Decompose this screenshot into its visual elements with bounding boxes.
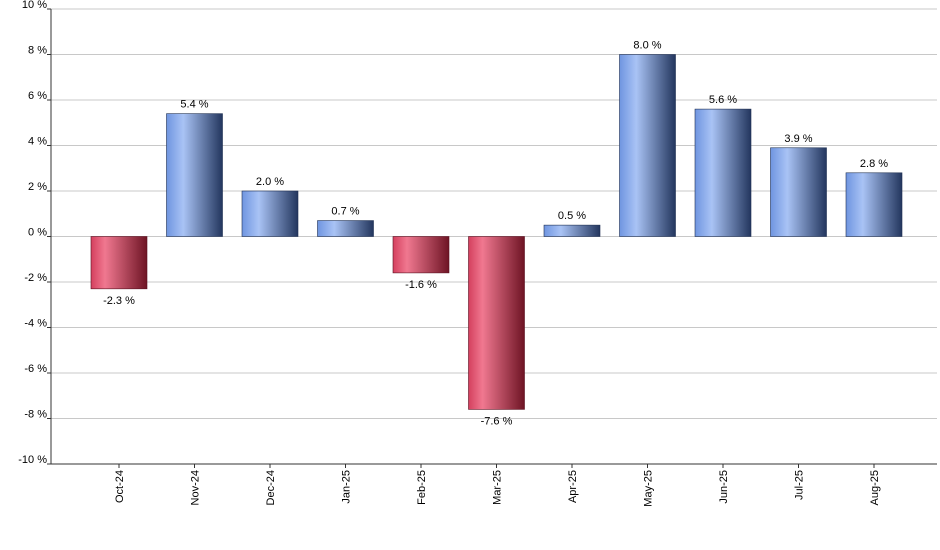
axes [47,8,937,468]
data-label: 0.5 % [558,210,586,222]
y-tick-label: -10 % [18,454,47,466]
y-axis-tick-labels: 10 % 8 % 6 % 4 % 2 % 0 % -2 % -4 % -6 % -8 % -10 % [18,0,47,466]
x-tick-label: Aug-25 [869,470,881,505]
y-tick-label: 4 % [28,136,47,148]
bar-jun-25 [694,108,752,237]
bars [90,54,903,410]
data-label: 2.0 % [256,176,284,188]
y-tick-label: -4 % [24,318,47,330]
data-label: 2.8 % [860,158,888,170]
x-tick-label: Nov-24 [190,470,202,505]
y-tick-label: 10 % [22,0,47,11]
x-tick-label: Oct-24 [114,470,126,503]
data-label: 0.7 % [331,206,359,218]
data-label: -1.6 % [405,279,437,291]
x-tick-label: Jun-25 [718,470,730,504]
data-label: -2.3 % [103,295,135,307]
x-axis-tick-labels: Oct-24 Nov-24 Dec-24 Jan-25 Feb-25 Mar-25 Apr-… [114,470,881,507]
x-tick-label: Jan-25 [341,470,353,504]
x-tick-label: May-25 [643,470,655,507]
y-tick-label: -6 % [24,363,47,375]
data-label: 5.6 % [709,94,737,106]
bar-oct-24 [90,236,148,290]
x-tick-label: Apr-25 [567,470,579,503]
data-label: 8.0 % [633,40,661,52]
y-tick-label: -2 % [24,272,47,284]
bar-aug-25 [845,172,903,237]
y-tick-label: 0 % [28,227,47,239]
data-labels: -2.3 % 5.4 % 2.0 % 0.7 % -1.6 % -7.6 % 0.5 % 8.… [103,40,888,428]
y-tick-label: 8 % [28,45,47,57]
bar-apr-25 [543,224,601,237]
y-tick-label: 6 % [28,90,47,102]
y-tick-label: -8 % [24,409,47,421]
data-label: -7.6 % [481,415,513,427]
bar-feb-25 [392,236,450,274]
data-label: 3.9 % [784,133,812,145]
x-tick-label: Dec-24 [265,470,277,505]
bar-jan-25 [317,220,374,237]
bar-dec-24 [241,190,299,237]
x-tick-label: Jul-25 [794,470,806,500]
bar-jul-25 [770,147,827,237]
bar-nov-24 [166,113,223,237]
bar-mar-25 [468,236,525,410]
bar-may-25 [619,54,676,237]
x-tick-label: Feb-25 [416,470,428,505]
x-tick-label: Mar-25 [492,470,504,505]
y-tick-label: 2 % [28,181,47,193]
data-label: 5.4 % [180,99,208,111]
